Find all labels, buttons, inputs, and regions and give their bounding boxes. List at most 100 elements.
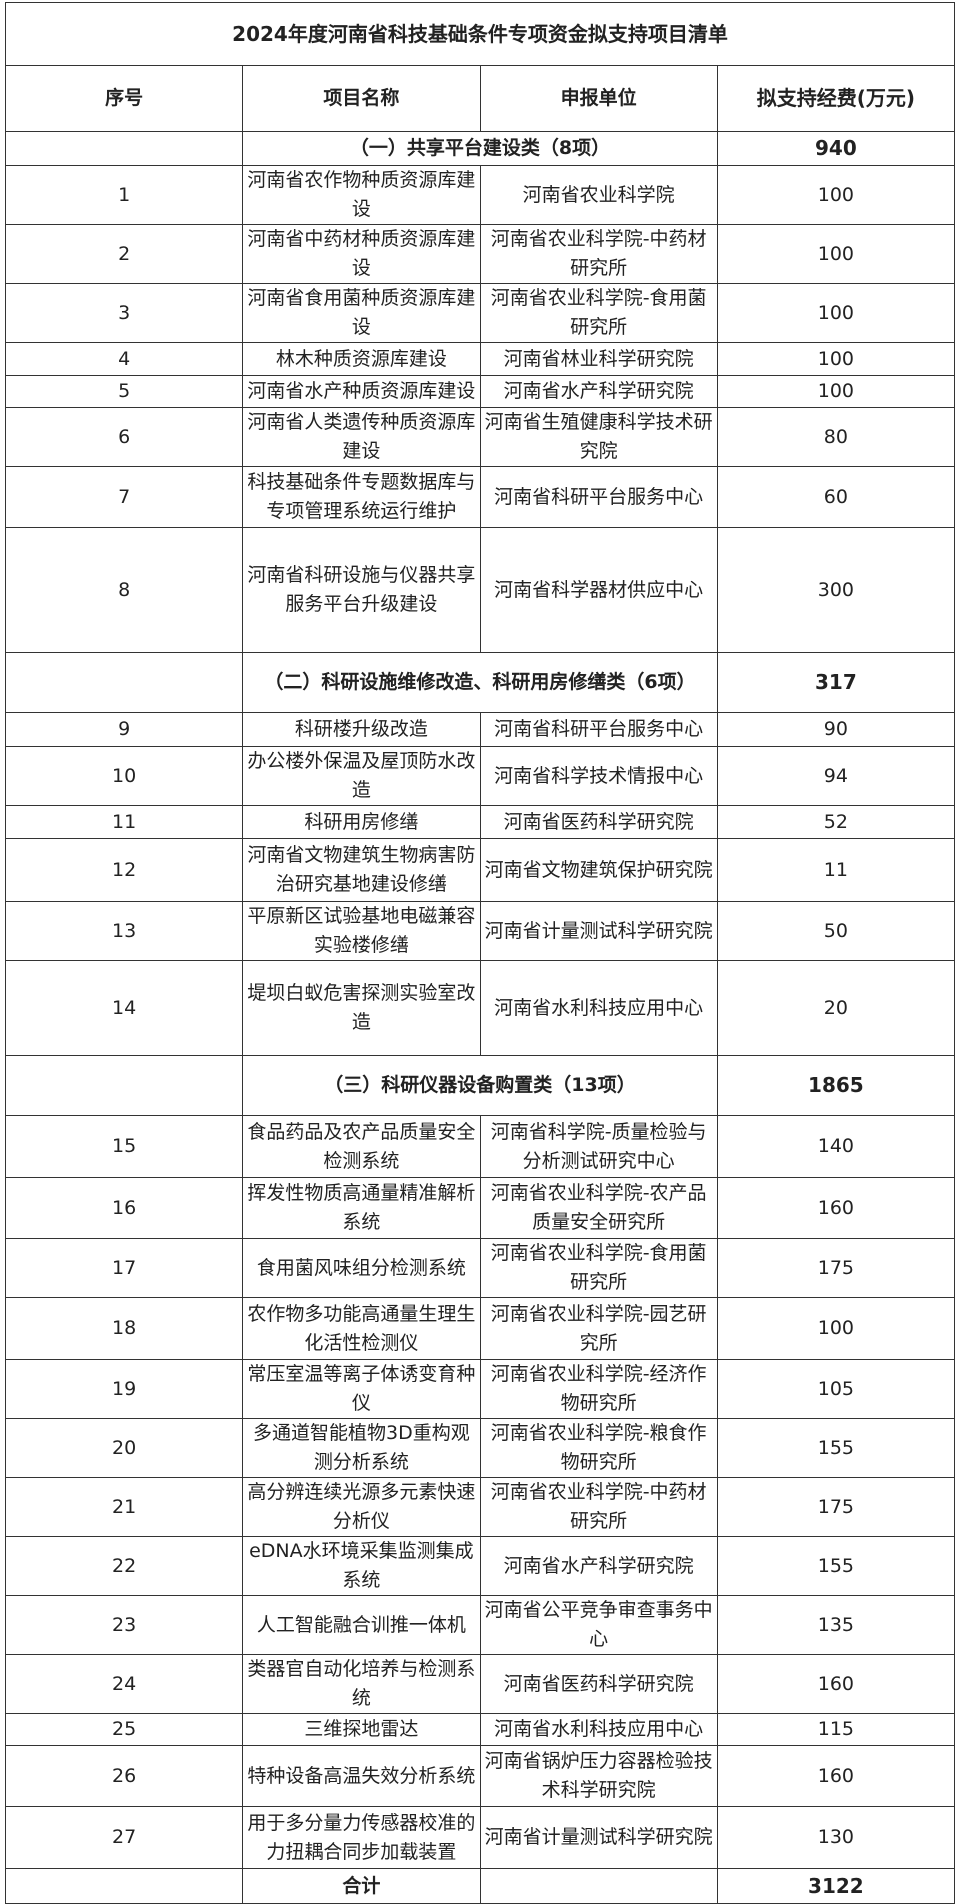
- applicant-unit: 河南省文物建筑保护研究院: [479, 838, 718, 902]
- table-row: 27 用于多分量力传感器校准的力扭耦合同步加载装置 河南省计量测试科学研究院 130: [4, 1806, 956, 1869]
- project-name: 农作物多功能高通量生理生化活性检测仪: [242, 1297, 481, 1360]
- row-number: 5: [4, 375, 244, 408]
- section-label: （一）共享平台建设类（8项）: [242, 131, 718, 166]
- table-row: 2 河南省中药材种质资源库建设 河南省农业科学院-中药材研究所 100: [4, 224, 956, 284]
- applicant-unit: 河南省科学院-质量检验与分析测试研究中心: [479, 1115, 718, 1178]
- funding-amount: 130: [716, 1806, 956, 1869]
- project-name: 科技基础条件专题数据库与专项管理系统运行维护: [242, 466, 481, 528]
- row-number: 23: [4, 1595, 244, 1655]
- row-number: 12: [4, 838, 244, 902]
- table-row: 10 办公楼外保温及屋顶防水改造 河南省科学技术情报中心 94: [4, 746, 956, 806]
- applicant-unit: 河南省农业科学院-粮食作物研究所: [479, 1418, 718, 1478]
- project-name: 人工智能融合训推一体机: [242, 1595, 481, 1655]
- funding-amount: 100: [716, 1297, 956, 1360]
- table-row: 18 农作物多功能高通量生理生化活性检测仪 河南省农业科学院-园艺研究所 100: [4, 1297, 956, 1360]
- project-name: 河南省人类遗传种质资源库建设: [242, 407, 481, 467]
- project-name: 类器官自动化培养与检测系统: [242, 1654, 481, 1714]
- table-title: 2024年度河南省科技基础条件专项资金拟支持项目清单: [5, 2, 955, 66]
- total-amount: 3122: [716, 1868, 956, 1904]
- project-name: 河南省食用菌种质资源库建设: [242, 283, 481, 343]
- table-row: 16 挥发性物质高通量精准解析系统 河南省农业科学院-农产品质量安全研究所 160: [4, 1177, 956, 1239]
- section-label: （二）科研设施维修改造、科研用房修缮类（6项）: [242, 652, 718, 713]
- funding-amount: 140: [716, 1115, 956, 1178]
- funding-amount: 90: [716, 712, 956, 747]
- table-row: 21 高分辨连续光源多元素快速分析仪 河南省农业科学院-中药材研究所 175: [4, 1477, 956, 1537]
- table-row: 22 eDNA水环境采集监测集成系统 河南省水产科学研究院 155: [4, 1536, 956, 1596]
- table-row: 19 常压室温等离子体诱变育种仪 河南省农业科学院-经济作物研究所 105: [4, 1359, 956, 1419]
- funding-amount: 100: [716, 224, 956, 284]
- table-row: 11 科研用房修缮 河南省医药科学研究院 52: [4, 805, 956, 839]
- table-row: 3 河南省食用菌种质资源库建设 河南省农业科学院-食用菌研究所 100: [4, 283, 956, 343]
- section-subtotal: 317: [716, 652, 956, 713]
- project-name: 挥发性物质高通量精准解析系统: [242, 1177, 481, 1239]
- funding-amount: 100: [716, 165, 956, 225]
- title-row: 2024年度河南省科技基础条件专项资金拟支持项目清单: [5, 2, 955, 66]
- funding-amount: 300: [716, 527, 956, 653]
- table-row: 5 河南省水产种质资源库建设 河南省水产科学研究院 100: [4, 375, 956, 408]
- header-row: 序号 项目名称 申报单位 拟支持经费(万元): [4, 65, 956, 132]
- row-number: 7: [4, 466, 244, 528]
- row-number: 14: [4, 960, 244, 1056]
- project-name: 科研楼升级改造: [242, 712, 481, 747]
- section-row: （一）共享平台建设类（8项） 940: [4, 131, 956, 166]
- table-row: 20 多通道智能植物3D重构观测分析系统 河南省农业科学院-粮食作物研究所 155: [4, 1418, 956, 1478]
- applicant-unit: 河南省农业科学院-食用菌研究所: [479, 283, 718, 343]
- funding-amount: 94: [716, 746, 956, 806]
- project-name: 用于多分量力传感器校准的力扭耦合同步加载装置: [242, 1806, 481, 1869]
- project-name: 特种设备高温失效分析系统: [242, 1745, 481, 1807]
- row-number: 13: [4, 901, 244, 961]
- funding-amount: 80: [716, 407, 956, 467]
- empty-cell: [4, 1868, 244, 1904]
- funding-amount: 100: [716, 375, 956, 408]
- table-row: 12 河南省文物建筑生物病害防治研究基地建设修缮 河南省文物建筑保护研究院 11: [4, 838, 956, 902]
- section-row: （二）科研设施维修改造、科研用房修缮类（6项） 317: [4, 652, 956, 713]
- applicant-unit: 河南省科研平台服务中心: [479, 712, 718, 747]
- funding-amount: 160: [716, 1177, 956, 1239]
- funding-amount: 50: [716, 901, 956, 961]
- table-row: 9 科研楼升级改造 河南省科研平台服务中心 90: [4, 712, 956, 747]
- row-number: 3: [4, 283, 244, 343]
- applicant-unit: 河南省农业科学院-农产品质量安全研究所: [479, 1177, 718, 1239]
- applicant-unit: 河南省计量测试科学研究院: [479, 901, 718, 961]
- funding-amount: 100: [716, 342, 956, 376]
- project-name: 河南省科研设施与仪器共享服务平台升级建设: [242, 527, 481, 653]
- total-row: 合计 3122: [4, 1868, 956, 1904]
- project-name: 多通道智能植物3D重构观测分析系统: [242, 1418, 481, 1478]
- row-number: 9: [4, 712, 244, 747]
- project-name: 三维探地雷达: [242, 1713, 481, 1746]
- section-subtotal: 1865: [716, 1055, 956, 1116]
- funding-amount: 175: [716, 1238, 956, 1298]
- table-row: 6 河南省人类遗传种质资源库建设 河南省生殖健康科学技术研究院 80: [4, 407, 956, 467]
- project-name: 高分辨连续光源多元素快速分析仪: [242, 1477, 481, 1537]
- row-number: 8: [4, 527, 244, 653]
- applicant-unit: 河南省农业科学院: [479, 165, 718, 225]
- header-applicant-unit: 申报单位: [479, 65, 718, 132]
- applicant-unit: 河南省水利科技应用中心: [479, 1713, 718, 1746]
- project-name: 科研用房修缮: [242, 805, 481, 839]
- row-number: 2: [4, 224, 244, 284]
- row-number: 1: [4, 165, 244, 225]
- header-no: 序号: [4, 65, 244, 132]
- applicant-unit: 河南省农业科学院-经济作物研究所: [479, 1359, 718, 1419]
- applicant-unit: 河南省水产科学研究院: [479, 375, 718, 408]
- project-name: 林木种质资源库建设: [242, 342, 481, 376]
- applicant-unit: 河南省林业科学研究院: [479, 342, 718, 376]
- project-name: 河南省中药材种质资源库建设: [242, 224, 481, 284]
- applicant-unit: 河南省科学器材供应中心: [479, 527, 718, 653]
- project-name: 办公楼外保温及屋顶防水改造: [242, 746, 481, 806]
- row-number: 27: [4, 1806, 244, 1869]
- funding-amount: 135: [716, 1595, 956, 1655]
- empty-cell: [4, 131, 244, 166]
- funding-amount: 155: [716, 1418, 956, 1478]
- table-row: 8 河南省科研设施与仪器共享服务平台升级建设 河南省科学器材供应中心 300: [4, 527, 956, 653]
- funding-amount: 160: [716, 1654, 956, 1714]
- project-name: 平原新区试验基地电磁兼容实验楼修缮: [242, 901, 481, 961]
- row-number: 24: [4, 1654, 244, 1714]
- funding-amount: 11: [716, 838, 956, 902]
- project-name: 堤坝白蚁危害探测实验室改造: [242, 960, 481, 1056]
- table-row: 13 平原新区试验基地电磁兼容实验楼修缮 河南省计量测试科学研究院 50: [4, 901, 956, 961]
- empty-cell: [4, 1055, 244, 1116]
- table-row: 17 食用菌风味组分检测系统 河南省农业科学院-食用菌研究所 175: [4, 1238, 956, 1298]
- applicant-unit: 河南省计量测试科学研究院: [479, 1806, 718, 1869]
- project-name: 食用菌风味组分检测系统: [242, 1238, 481, 1298]
